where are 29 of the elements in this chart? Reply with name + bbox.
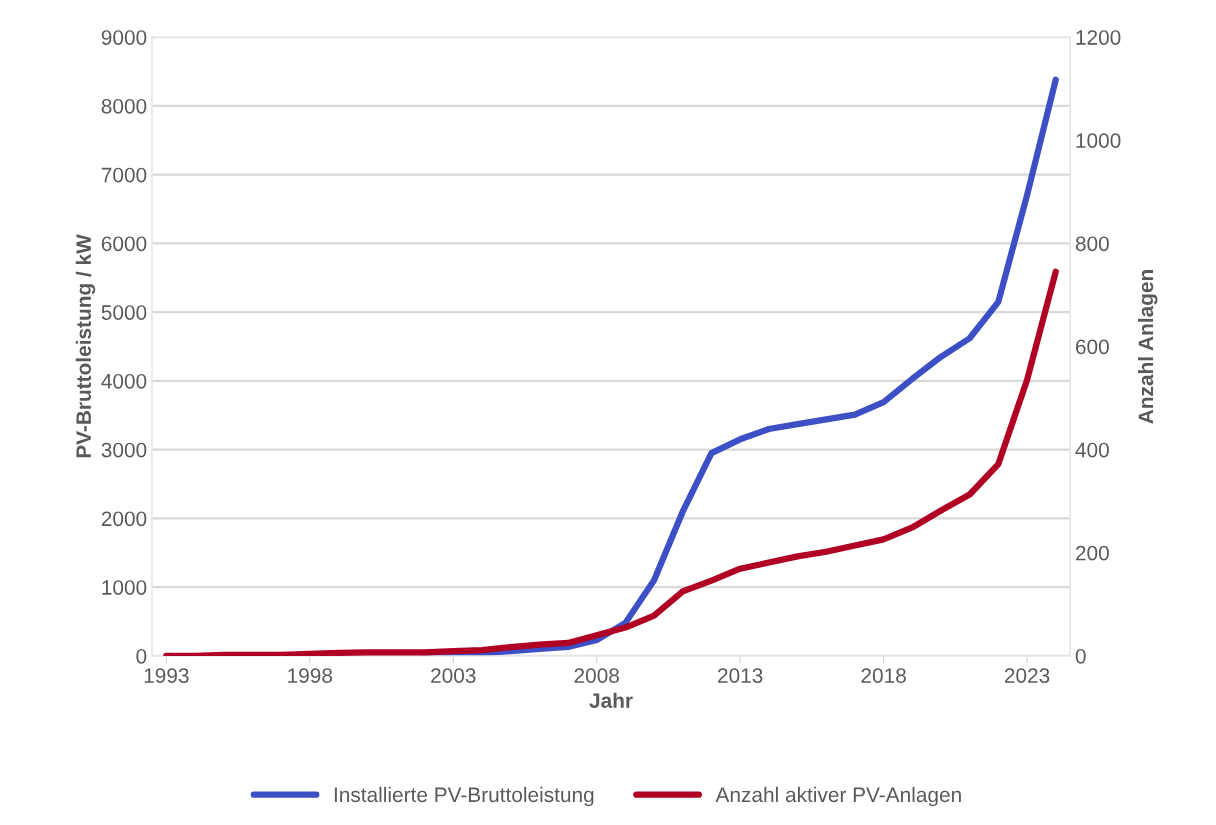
y2-tick-label: 1200 [1076,30,1121,45]
y2-tick-label: 200 [1075,545,1109,561]
y-tick-label: 3000 [101,442,147,458]
legend-label: Anzahl aktiver PV-Anlagen [715,786,961,807]
y-axis-title: PV-Bruttoleistung / kW [75,234,96,458]
y2-axis-title: Anzahl Anlagen [1137,270,1158,424]
y-tick-label: 1000 [102,580,147,595]
y-tick-label: 8000 [101,98,147,114]
x-tick-label: 2003 [431,668,476,683]
x-tick-label: 2023 [1004,668,1050,683]
y-tick-label: 9000 [101,30,147,45]
y-tick-label: 5000 [101,305,147,320]
x-tick-label: 2008 [574,668,619,683]
y-tick-label: 6000 [101,236,147,252]
y-tick-label: 2000 [101,511,147,527]
x-axis-title: Jahr [589,692,633,708]
x-tick-label: 1993 [144,668,189,683]
y2-tick-label: 800 [1075,236,1109,252]
x-tick-label: 2013 [718,668,763,683]
y2-tick-label: 600 [1076,339,1109,355]
x-tick-label: 2018 [861,668,906,683]
y2-tick-label: 0 [1075,648,1086,664]
y-tick-label: 4000 [101,373,147,389]
x-tick-label: 1998 [288,668,333,683]
y-tick-label: 0 [136,648,147,664]
y2-tick-label: 1000 [1076,133,1121,148]
y-tick-label: 7000 [101,167,147,183]
legend-label: Installierte PV-Bruttoleistung [334,786,594,807]
y2-tick-label: 400 [1075,442,1109,458]
